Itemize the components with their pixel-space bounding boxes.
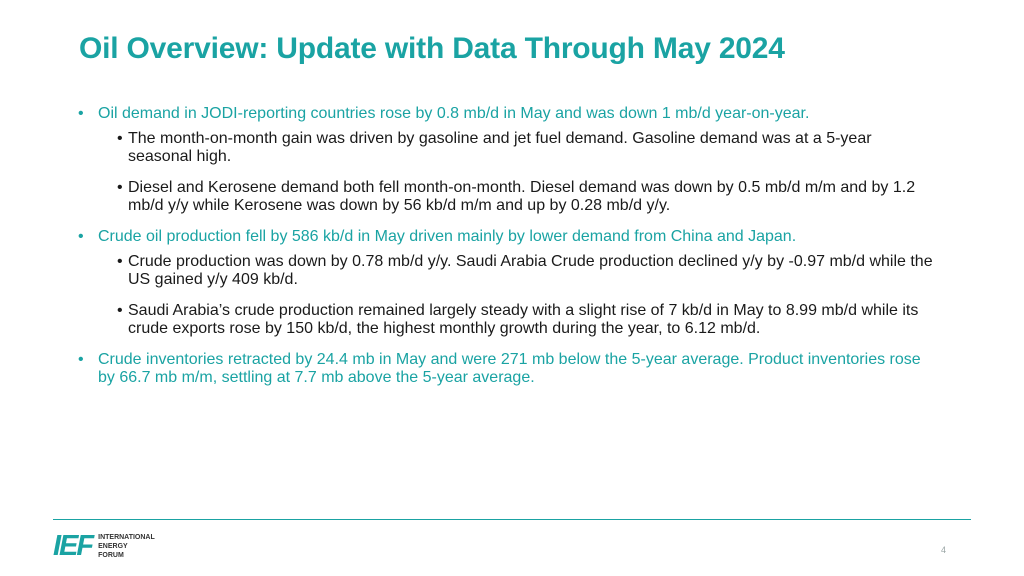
bullet-text: Diesel and Kerosene demand both fell mon… xyxy=(128,179,916,214)
bullet-text: Crude oil production fell by 586 kb/d in… xyxy=(98,228,797,245)
bullet-text: The month-on-month gain was driven by ga… xyxy=(128,130,872,165)
footer-divider xyxy=(53,519,971,520)
bullet-icon: • xyxy=(78,351,84,368)
bullet-inventories: • Crude inventories retracted by 24.4 mb… xyxy=(78,351,938,387)
sub-bullet-gasoline: • The month-on-month gain was driven by … xyxy=(78,130,938,166)
bullet-oil-demand: • Oil demand in JODI-reporting countries… xyxy=(78,105,938,123)
bullet-icon: • xyxy=(117,179,123,196)
bullet-icon: • xyxy=(78,228,84,245)
logo-line: ENERGY xyxy=(98,543,128,550)
sub-bullet-saudi-arabia: • Saudi Arabia’s crude production remain… xyxy=(78,302,938,338)
slide-title: Oil Overview: Update with Data Through M… xyxy=(79,32,785,65)
logo-line: INTERNATIONAL xyxy=(98,534,155,541)
logo-line: FORUM xyxy=(98,552,124,559)
ief-logo: IEF INTERNATIONAL ENERGY FORUM xyxy=(53,530,155,562)
bullet-icon: • xyxy=(117,253,123,270)
logo-text: INTERNATIONAL ENERGY FORUM xyxy=(98,533,155,560)
page-number: 4 xyxy=(940,545,946,555)
bullet-text: Oil demand in JODI-reporting countries r… xyxy=(98,105,810,122)
logo-mark: IEF xyxy=(53,530,94,562)
bullet-icon: • xyxy=(117,130,123,147)
bullet-list: • Oil demand in JODI-reporting countries… xyxy=(78,105,938,394)
bullet-crude-production: • Crude oil production fell by 586 kb/d … xyxy=(78,228,938,246)
sub-bullet-crude-yoy: • Crude production was down by 0.78 mb/d… xyxy=(78,253,938,289)
bullet-text: Crude inventories retracted by 24.4 mb i… xyxy=(98,351,921,386)
bullet-icon: • xyxy=(117,302,123,319)
bullet-text: Saudi Arabia’s crude production remained… xyxy=(128,302,919,337)
bullet-icon: • xyxy=(78,105,84,122)
sub-bullet-diesel: • Diesel and Kerosene demand both fell m… xyxy=(78,179,938,215)
bullet-text: Crude production was down by 0.78 mb/d y… xyxy=(128,253,933,288)
